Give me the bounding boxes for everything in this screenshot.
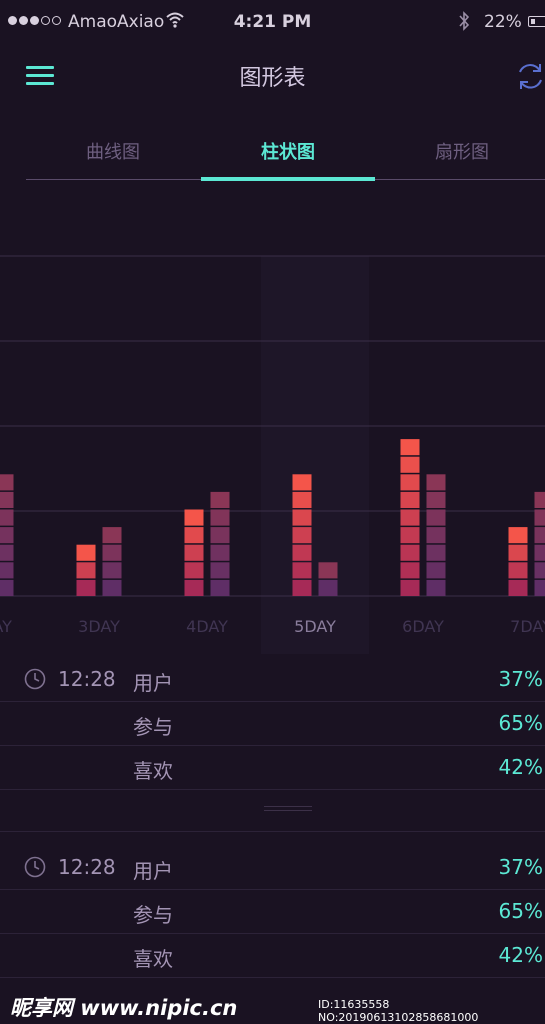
clock-icon	[24, 668, 46, 690]
battery-percent: 22%	[484, 12, 522, 32]
refresh-icon[interactable]	[516, 60, 545, 92]
stat-value: 65%	[498, 711, 543, 735]
menu-icon[interactable]	[26, 66, 54, 86]
x-tick-label: 2DAY	[0, 617, 12, 636]
list-item: 12:28 用户 37%	[0, 657, 545, 702]
page-title: 图形表	[239, 66, 306, 91]
stat-label: 参与	[133, 903, 173, 927]
list-item: 参与 65%	[0, 701, 545, 746]
bar-6day-series2	[426, 474, 446, 596]
x-tick-label: 7DAY	[510, 617, 545, 636]
active-tab-indicator	[201, 177, 375, 181]
selected-column-highlight	[261, 256, 369, 654]
bar-3day-series2	[102, 527, 122, 596]
bar-7day-series1	[508, 527, 528, 596]
bar-4day-series1	[184, 509, 204, 596]
watermark-id: ID:11635558 NO:20190613102858681000	[318, 998, 479, 1024]
x-tick-label: 3DAY	[78, 617, 120, 636]
clock-icon	[24, 856, 46, 878]
bluetooth-icon	[459, 11, 470, 31]
section-divider	[264, 806, 312, 814]
signal-strength-icon	[8, 16, 61, 25]
stat-label: 喜欢	[133, 947, 173, 971]
x-tick-label: 6DAY	[402, 617, 444, 636]
carrier-name: AmaoAxiao	[68, 12, 165, 32]
list-time: 12:28	[58, 855, 116, 879]
tab-pie-chart[interactable]: 扇形图	[435, 142, 489, 163]
wifi-icon	[166, 12, 184, 28]
bar-5day-series2	[318, 562, 338, 596]
stat-value: 37%	[498, 667, 543, 691]
list-item: 喜欢 42%	[0, 933, 545, 978]
bar-5day-series1	[292, 474, 312, 596]
list-item: 12:28 用户 37%	[0, 845, 545, 890]
stat-label: 参与	[133, 715, 173, 739]
bar-chart: 2DAY 3DAY 4DAY 5DAY 6DAY 7DAY	[0, 200, 545, 655]
tab-line-chart[interactable]: 曲线图	[86, 142, 140, 163]
stat-label: 喜欢	[133, 759, 173, 783]
status-bar: AmaoAxiao 4:21 PM 22%	[0, 0, 545, 44]
stat-value: 65%	[498, 899, 543, 923]
bar-4day-series2	[210, 491, 230, 596]
bar-6day-series1	[400, 439, 420, 596]
list-item: 参与 65%	[0, 889, 545, 934]
bar-7day-series2	[534, 491, 545, 596]
stat-label: 用户	[133, 859, 173, 883]
x-tick-label: 4DAY	[186, 617, 228, 636]
bar-chart-canvas	[0, 255, 545, 654]
stat-value: 42%	[498, 755, 543, 779]
x-tick-label: 5DAY	[294, 617, 336, 636]
stat-value: 37%	[498, 855, 543, 879]
stat-label: 用户	[133, 671, 173, 695]
bar-2day-series2	[0, 474, 14, 596]
list-time: 12:28	[58, 667, 116, 691]
status-time: 4:21 PM	[233, 12, 312, 32]
list-item: 喜欢 42%	[0, 745, 545, 790]
tab-bar-chart[interactable]: 柱状图	[261, 142, 315, 163]
battery-icon	[528, 16, 545, 27]
stat-value: 42%	[498, 943, 543, 967]
separator-line	[0, 831, 545, 832]
watermark-logo: 昵享网 www.nipic.cn	[10, 996, 238, 1020]
bar-3day-series1	[76, 544, 96, 596]
